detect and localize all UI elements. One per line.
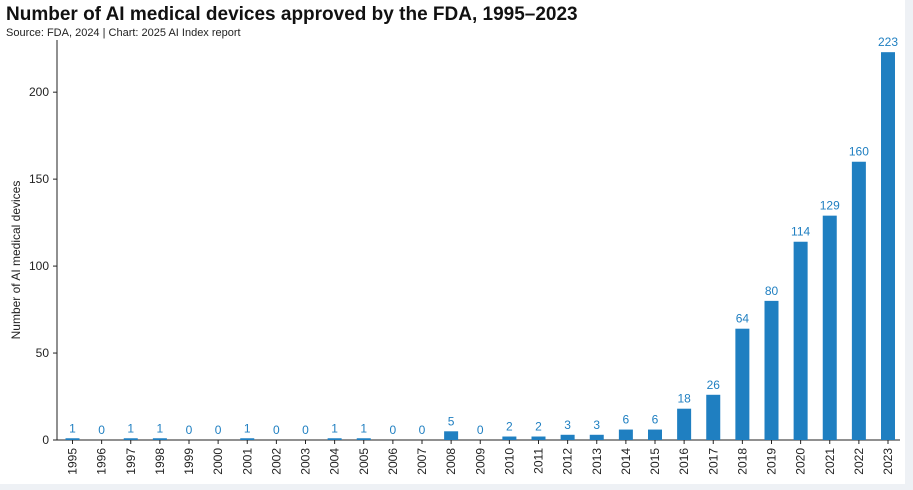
data-label: 1 [331, 421, 338, 435]
x-tick-label: 2007 [415, 448, 429, 475]
data-label: 6 [652, 413, 659, 427]
bar [327, 438, 342, 440]
x-tick-label: 2019 [765, 448, 779, 475]
data-label: 3 [564, 418, 571, 432]
bars [65, 52, 895, 440]
bar [560, 434, 575, 440]
bar [589, 434, 604, 440]
data-label: 0 [186, 423, 193, 437]
x-tick-label: 2014 [619, 448, 633, 475]
bar [822, 215, 837, 440]
x-tick-label: 2017 [706, 448, 720, 475]
bar [764, 300, 779, 440]
data-label: 3 [593, 418, 600, 432]
bar [618, 429, 633, 440]
bar [735, 328, 750, 440]
bar [793, 241, 808, 440]
bar [123, 438, 138, 440]
bar [706, 394, 721, 440]
x-tick-label: 2013 [590, 448, 604, 475]
x-tick-label: 2011 [532, 448, 546, 474]
data-label: 64 [736, 312, 750, 326]
x-tick-label: 1999 [182, 448, 196, 475]
bar [648, 429, 662, 440]
data-label: 1 [244, 421, 251, 435]
x-tick-label: 2012 [561, 448, 575, 475]
x-tick-label: 1996 [95, 448, 109, 475]
data-label: 6 [623, 413, 630, 427]
bar [356, 438, 371, 440]
bar [881, 52, 895, 440]
bar [240, 438, 255, 440]
x-tick-label: 2023 [881, 448, 895, 475]
x-tick-label: 1997 [124, 448, 138, 475]
chart-title: Number of AI medical devices approved by… [6, 4, 578, 25]
data-label: 1 [69, 421, 76, 435]
data-label: 18 [677, 392, 691, 406]
data-label: 0 [390, 423, 397, 437]
x-tick-label: 1998 [153, 448, 167, 475]
data-label: 0 [477, 423, 484, 437]
bar [444, 431, 459, 440]
x-axis: 1995 1996 1997 1998 1999 2000 2001 2002 2003 2004… [57, 439, 900, 475]
bar [851, 161, 866, 440]
x-tick-label: 2021 [823, 448, 837, 475]
data-label: 160 [849, 145, 869, 159]
data-label: 80 [765, 284, 779, 298]
x-tick-label: 2022 [852, 448, 866, 475]
y-tick-label: 50 [36, 346, 50, 360]
data-label: 2 [535, 420, 542, 434]
data-labels: 1 0 1 1 0 0 1 0 0 1 1 0 050 2 2 3 3 6 61826648011412916022… [69, 35, 898, 437]
data-label: 5 [448, 414, 455, 428]
data-label: 0 [273, 423, 280, 437]
data-label: 2 [506, 420, 513, 434]
y-tick-label: 200 [29, 85, 49, 99]
bar [531, 436, 546, 440]
x-tick-label: 2018 [735, 448, 749, 475]
bar [152, 438, 167, 440]
bar [65, 438, 80, 440]
x-tick-label: 2016 [677, 448, 691, 475]
data-label: 0 [215, 423, 222, 437]
data-label: 114 [791, 225, 810, 239]
y-axis: 0 50 100 150 200 [29, 40, 58, 447]
bar [502, 436, 517, 440]
x-tick-label: 2009 [473, 448, 487, 475]
x-tick-label: 2004 [328, 448, 342, 475]
x-tick-label: 2002 [269, 448, 283, 475]
data-label: 0 [419, 423, 426, 437]
x-tick-label: 1995 [66, 448, 80, 475]
x-tick-label: 2001 [240, 448, 254, 475]
chart-card: Number of AI medical devices approved by… [0, 0, 905, 484]
data-label: 0 [302, 423, 309, 437]
data-label: 0 [98, 423, 105, 437]
chart-subtitle: Source: FDA, 2024 | Chart: 2025 AI Index… [6, 27, 241, 39]
x-tick-label: 2003 [299, 448, 313, 475]
x-tick-label: 2015 [648, 448, 662, 475]
x-tick-label: 2008 [444, 448, 458, 475]
x-tick-label: 2006 [386, 448, 400, 475]
data-label: 129 [820, 199, 840, 213]
y-tick-label: 150 [29, 172, 49, 186]
y-tick-label: 100 [29, 259, 49, 273]
data-label: 1 [360, 421, 367, 435]
x-tick-label: 2010 [502, 448, 516, 475]
data-label: 1 [157, 421, 164, 435]
y-tick-label: 0 [42, 433, 49, 447]
y-axis-title: Number of AI medical devices [9, 181, 23, 340]
bar [677, 408, 692, 440]
x-tick-label: 2020 [794, 448, 808, 475]
data-label: 223 [878, 35, 898, 49]
data-label: 26 [707, 378, 721, 392]
x-tick-label: 2005 [357, 448, 371, 475]
data-label: 1 [127, 421, 134, 435]
x-tick-label: 2000 [211, 448, 225, 475]
